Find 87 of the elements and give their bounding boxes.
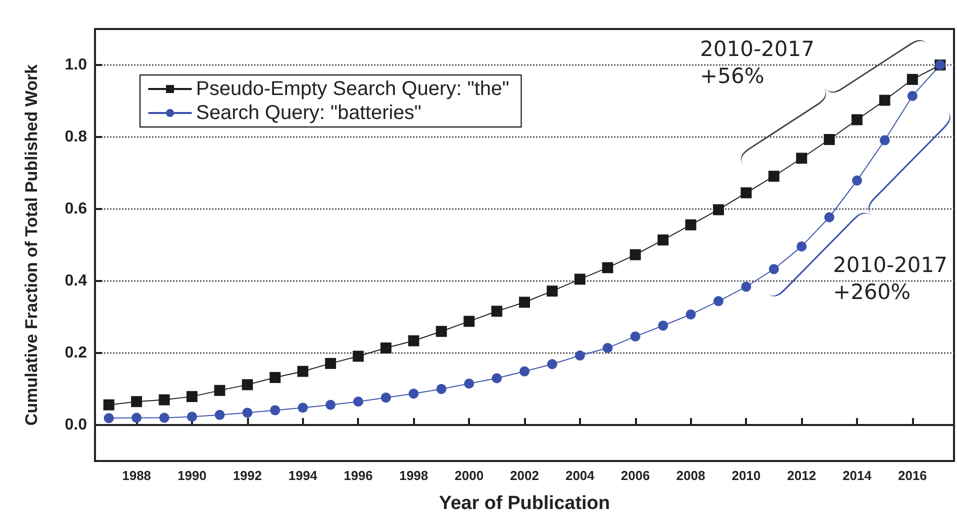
point bbox=[131, 396, 142, 408]
point bbox=[880, 135, 890, 146]
x-tick-label: 1994 bbox=[288, 468, 318, 483]
y-axis-title: Cumulative Fraction of Total Published Work bbox=[22, 64, 41, 426]
x-tick-label: 2002 bbox=[510, 468, 539, 483]
point bbox=[630, 331, 640, 342]
point bbox=[325, 358, 336, 369]
x-tick-label: 1992 bbox=[232, 468, 262, 483]
point bbox=[520, 366, 530, 376]
point bbox=[491, 306, 502, 317]
point bbox=[768, 170, 780, 182]
point bbox=[768, 264, 779, 274]
y-tick-label: 1.0 bbox=[64, 56, 88, 74]
point bbox=[602, 342, 613, 353]
point bbox=[270, 372, 281, 383]
x-tick-label: 2004 bbox=[565, 468, 596, 483]
x-tick-label: 2016 bbox=[898, 468, 927, 483]
point bbox=[907, 90, 918, 101]
point bbox=[132, 412, 142, 423]
point bbox=[492, 373, 502, 384]
point bbox=[186, 391, 198, 402]
x-tick-label: 2006 bbox=[620, 468, 650, 483]
x-tick-label: 2012 bbox=[787, 468, 816, 483]
x-tick-label: 1996 bbox=[344, 468, 373, 483]
x-tick-label: 2008 bbox=[676, 468, 706, 483]
point bbox=[658, 234, 669, 246]
point bbox=[824, 134, 835, 146]
point bbox=[519, 296, 530, 308]
point bbox=[352, 350, 364, 362]
point bbox=[686, 309, 696, 320]
point bbox=[574, 274, 586, 285]
point bbox=[408, 388, 419, 399]
point bbox=[298, 402, 308, 413]
point bbox=[796, 241, 807, 252]
point bbox=[436, 384, 446, 394]
point bbox=[270, 405, 280, 416]
point bbox=[214, 384, 226, 396]
point bbox=[906, 74, 918, 85]
y-tick-label: 0.0 bbox=[64, 416, 88, 434]
point bbox=[741, 282, 752, 292]
point bbox=[740, 187, 752, 198]
point bbox=[547, 359, 558, 370]
point bbox=[242, 408, 252, 418]
y-tick-label: 0.8 bbox=[64, 128, 88, 146]
annotation: 2010-2017 +56% bbox=[700, 36, 814, 90]
point bbox=[464, 316, 475, 327]
y-tick-label: 0.6 bbox=[64, 200, 88, 218]
point bbox=[685, 219, 696, 230]
point bbox=[436, 326, 447, 337]
legend-label: Pseudo-Empty Search Query: "the" bbox=[196, 78, 510, 100]
point bbox=[380, 342, 392, 354]
point bbox=[630, 249, 641, 260]
legend-label: Search Query: "batteries" bbox=[196, 102, 422, 124]
point bbox=[658, 320, 668, 331]
annotation: 2010-2017 +260% bbox=[833, 252, 948, 306]
point bbox=[353, 396, 364, 407]
y-tick-label: 0.4 bbox=[64, 272, 88, 290]
point bbox=[546, 286, 558, 297]
point bbox=[103, 399, 114, 410]
x-axis-title: Year of Publication bbox=[438, 493, 610, 514]
point bbox=[879, 94, 890, 106]
point bbox=[602, 262, 614, 274]
point bbox=[186, 412, 197, 422]
point bbox=[852, 114, 863, 126]
point bbox=[464, 378, 474, 389]
point bbox=[326, 400, 336, 410]
point bbox=[242, 379, 253, 390]
x-tick-label: 2000 bbox=[454, 468, 484, 483]
point bbox=[297, 366, 308, 377]
x-tick-label: 1990 bbox=[178, 468, 206, 483]
point bbox=[574, 350, 585, 361]
point bbox=[713, 296, 724, 306]
point bbox=[408, 335, 420, 346]
point bbox=[796, 152, 808, 164]
x-tick-label: 2010 bbox=[732, 468, 761, 483]
point bbox=[380, 392, 391, 403]
point bbox=[159, 412, 170, 423]
point bbox=[852, 176, 862, 186]
x-tick-label: 1988 bbox=[122, 468, 152, 483]
point bbox=[214, 410, 225, 420]
point bbox=[158, 394, 170, 406]
point bbox=[712, 204, 724, 216]
point bbox=[824, 212, 834, 222]
x-tick-label: 1998 bbox=[399, 468, 428, 483]
y-tick-label: 0.2 bbox=[64, 344, 88, 362]
point bbox=[104, 413, 114, 424]
x-tick-label: 2014 bbox=[842, 468, 872, 483]
